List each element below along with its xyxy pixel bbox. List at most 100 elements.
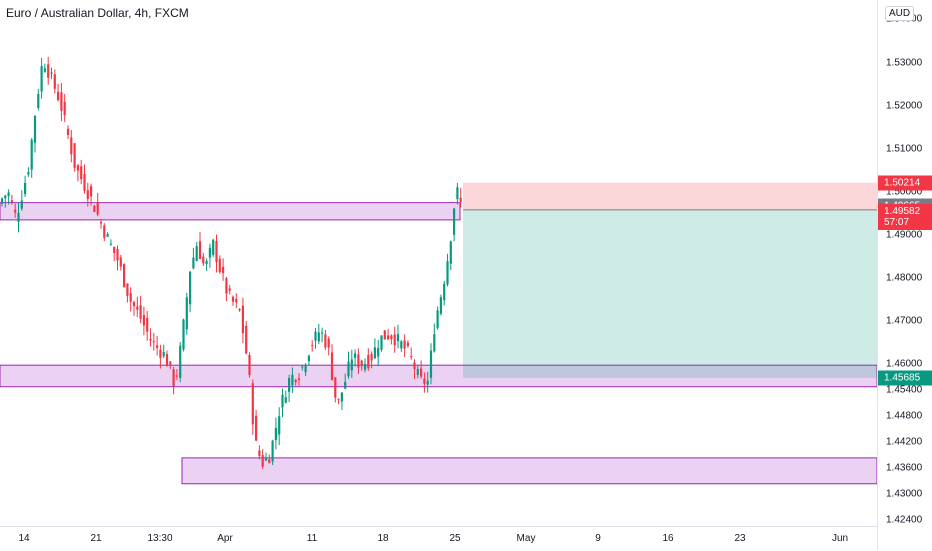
currency-label[interactable]: AUD <box>885 6 915 21</box>
candle-body-101 <box>334 377 337 398</box>
candle-body-52 <box>172 369 175 387</box>
candle-body-13 <box>43 68 46 72</box>
zone-2 <box>181 457 877 485</box>
candle-body-60 <box>198 241 202 259</box>
candle-body-81 <box>268 459 271 464</box>
candle-body-42 <box>139 305 142 319</box>
candle-body-121 <box>400 341 403 349</box>
candle-body-96 <box>317 332 320 342</box>
candle-body-132 <box>436 310 439 329</box>
candle-body-80 <box>264 457 268 461</box>
candle-body-21 <box>70 137 73 155</box>
candle-body-87 <box>288 378 291 392</box>
y-tick-label: 1.53000 <box>886 57 923 69</box>
candle-body-25 <box>83 174 86 191</box>
candle-body-33 <box>109 243 112 245</box>
time-axis[interactable]: 14 21 13:30 Apr 11 18 25 May 9 16 23 Jun <box>0 526 877 551</box>
candle-body-31 <box>103 225 106 238</box>
candle-body-99 <box>327 338 330 348</box>
candle-body-122 <box>403 340 406 349</box>
candle-body-134 <box>443 283 446 301</box>
candle-body-10 <box>33 115 37 143</box>
candle-body-138 <box>456 187 459 200</box>
candle-body-105 <box>347 361 350 377</box>
candle-body-79 <box>261 455 264 467</box>
candle-body-83 <box>274 427 277 440</box>
candle-body-26 <box>86 190 89 199</box>
candle-body-108 <box>357 354 360 368</box>
bar-countdown: 57:07 <box>884 216 910 228</box>
candle-body-124 <box>410 356 413 358</box>
candle-body-88 <box>291 374 294 386</box>
candle-body-20 <box>66 128 70 135</box>
y-tick-label: 1.43600 <box>886 462 923 474</box>
x-tick-label: 11 <box>306 533 318 544</box>
y-tick-label: 1.44800 <box>886 410 923 422</box>
candle-body-65 <box>215 240 218 263</box>
candle-body-112 <box>370 353 373 361</box>
candle-body-37 <box>123 264 126 287</box>
candle-body-56 <box>185 297 188 330</box>
price-tag-value: 1.49582 <box>884 205 921 217</box>
candle-body-69 <box>228 288 231 291</box>
candle-body-54 <box>179 345 182 378</box>
candle-body-4 <box>14 209 17 213</box>
candle-body-24 <box>80 166 83 180</box>
candle-body-93 <box>307 355 310 362</box>
x-tick-label: 25 <box>449 533 461 544</box>
candle-body-66 <box>218 258 221 273</box>
x-tick-label: 9 <box>595 533 601 544</box>
candle-body-8 <box>27 172 30 175</box>
stop-area <box>463 182 877 210</box>
candle-body-74 <box>245 325 248 354</box>
x-tick-label: 23 <box>734 533 746 544</box>
candle-body-72 <box>238 309 241 311</box>
candle-body-84 <box>278 416 281 435</box>
candle-body-71 <box>235 298 238 303</box>
y-tick-label: 1.45400 <box>886 384 923 396</box>
candle-body-137 <box>453 208 456 235</box>
zone-0 <box>0 202 461 221</box>
y-tick-label: 1.47000 <box>886 315 923 327</box>
candle-body-98 <box>324 334 327 348</box>
zone-1 <box>0 364 877 388</box>
candle-body-18 <box>60 92 63 111</box>
y-tick-label: 1.51000 <box>886 143 923 155</box>
target-area <box>463 209 877 378</box>
x-tick-label: 21 <box>90 533 102 544</box>
price-axis[interactable]: 1.540001.530001.520001.510001.500001.490… <box>877 0 932 550</box>
candle-body-117 <box>387 335 390 340</box>
candle-body-103 <box>340 392 343 402</box>
candle-body-45 <box>149 338 152 341</box>
candle-body-90 <box>297 378 301 381</box>
candle-body-3 <box>10 200 13 203</box>
candle-body-44 <box>146 317 149 332</box>
candle-body-38 <box>126 283 129 296</box>
candle-body-15 <box>50 72 53 74</box>
price-tag-value: 1.45685 <box>884 372 921 384</box>
x-tick-label: 18 <box>377 533 389 544</box>
candle-body-1 <box>4 195 7 199</box>
x-tick-label: 14 <box>18 533 30 544</box>
candle-body-23 <box>76 165 79 171</box>
candle-body-86 <box>284 397 287 403</box>
candle-body-109 <box>360 360 363 366</box>
y-tick-label: 1.44200 <box>886 436 923 448</box>
candle-body-135 <box>446 261 449 285</box>
chart-title: Euro / Australian Dollar, 4h, FXCM <box>6 6 189 20</box>
price-tag: 1.49582 57:07 <box>878 203 932 230</box>
candle-body-125 <box>413 362 416 370</box>
candle-body-97 <box>321 332 324 334</box>
candle-body-95 <box>314 331 317 341</box>
price-plot[interactable] <box>0 0 877 526</box>
candle-body-118 <box>390 335 393 340</box>
candle-body-9 <box>30 139 33 170</box>
candle-body-58 <box>192 257 195 269</box>
candle-body-34 <box>113 246 116 253</box>
candle-body-43 <box>142 315 145 326</box>
candle-body-40 <box>132 302 136 307</box>
candle-body-78 <box>258 450 261 457</box>
y-tick-label: 1.50000 <box>886 186 923 198</box>
candle-body-14 <box>47 64 50 78</box>
candle-body-27 <box>90 186 93 197</box>
